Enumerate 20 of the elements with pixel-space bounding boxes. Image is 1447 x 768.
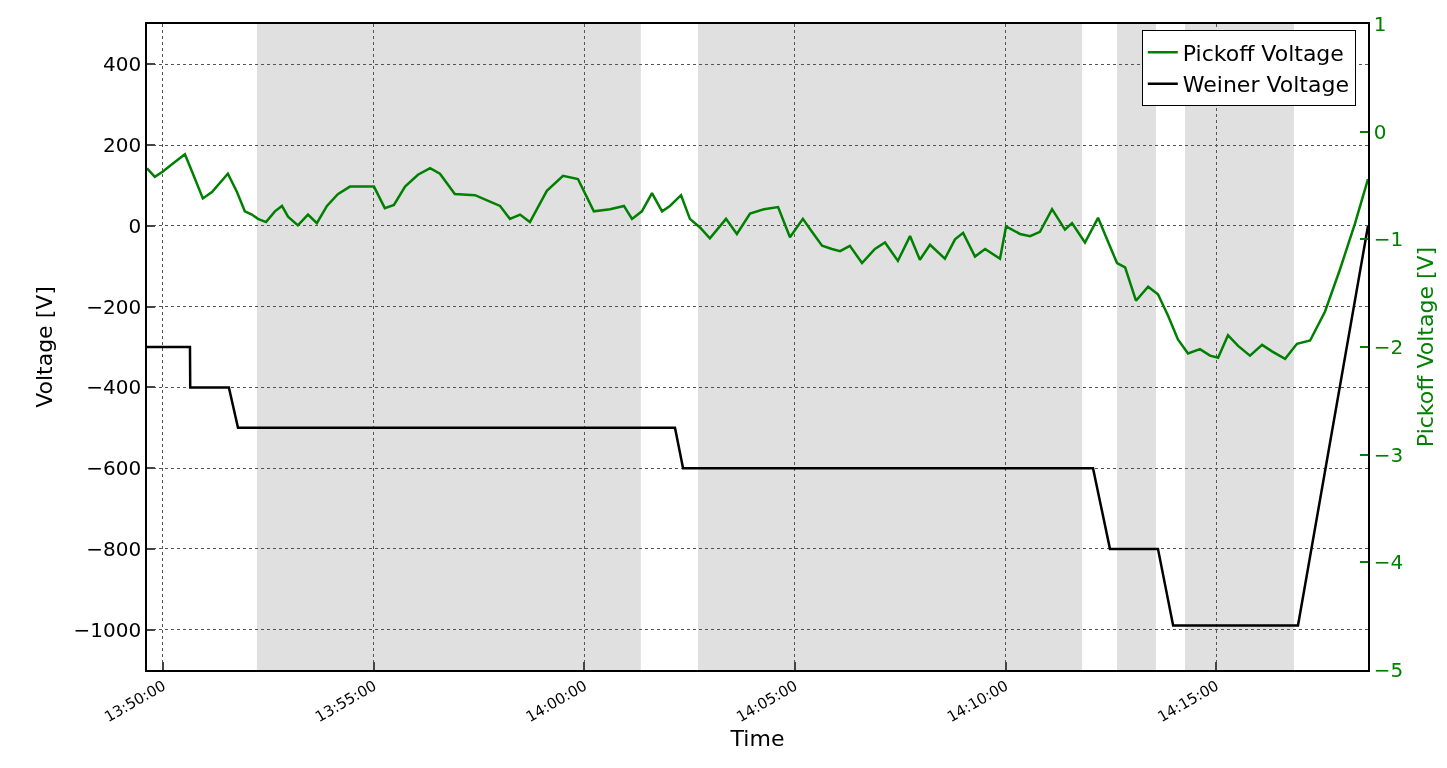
- y-axis-title: Voltage [V]: [31, 286, 57, 408]
- y2-tick-label: −3: [1373, 442, 1404, 467]
- y-tick-label: 0: [128, 213, 142, 238]
- y-tick-label: −200: [86, 294, 142, 319]
- y2-tick-label: 1: [1373, 12, 1387, 36]
- legend-label: Weiner Voltage: [1182, 72, 1349, 98]
- legend-label: Pickoff Voltage: [1182, 40, 1344, 66]
- y2-tick-label: −5: [1373, 658, 1404, 682]
- x-axis-title: Time: [729, 725, 785, 751]
- y-tick-label: 200: [103, 133, 142, 158]
- y2-axis-title: Pickoff Voltage [V]: [1412, 246, 1438, 448]
- y-tick-label: −400: [86, 375, 142, 400]
- y-tick-label: −800: [86, 536, 142, 561]
- y2-tick-label: 0: [1373, 119, 1387, 144]
- y2-tick-label: −1: [1373, 227, 1404, 252]
- y2-tick-label: −2: [1373, 335, 1404, 359]
- y-tick-label: −1000: [73, 617, 142, 642]
- y-tick-label: −600: [86, 456, 142, 481]
- y-tick-label: 400: [103, 52, 142, 77]
- y2-tick-label: −4: [1373, 550, 1404, 575]
